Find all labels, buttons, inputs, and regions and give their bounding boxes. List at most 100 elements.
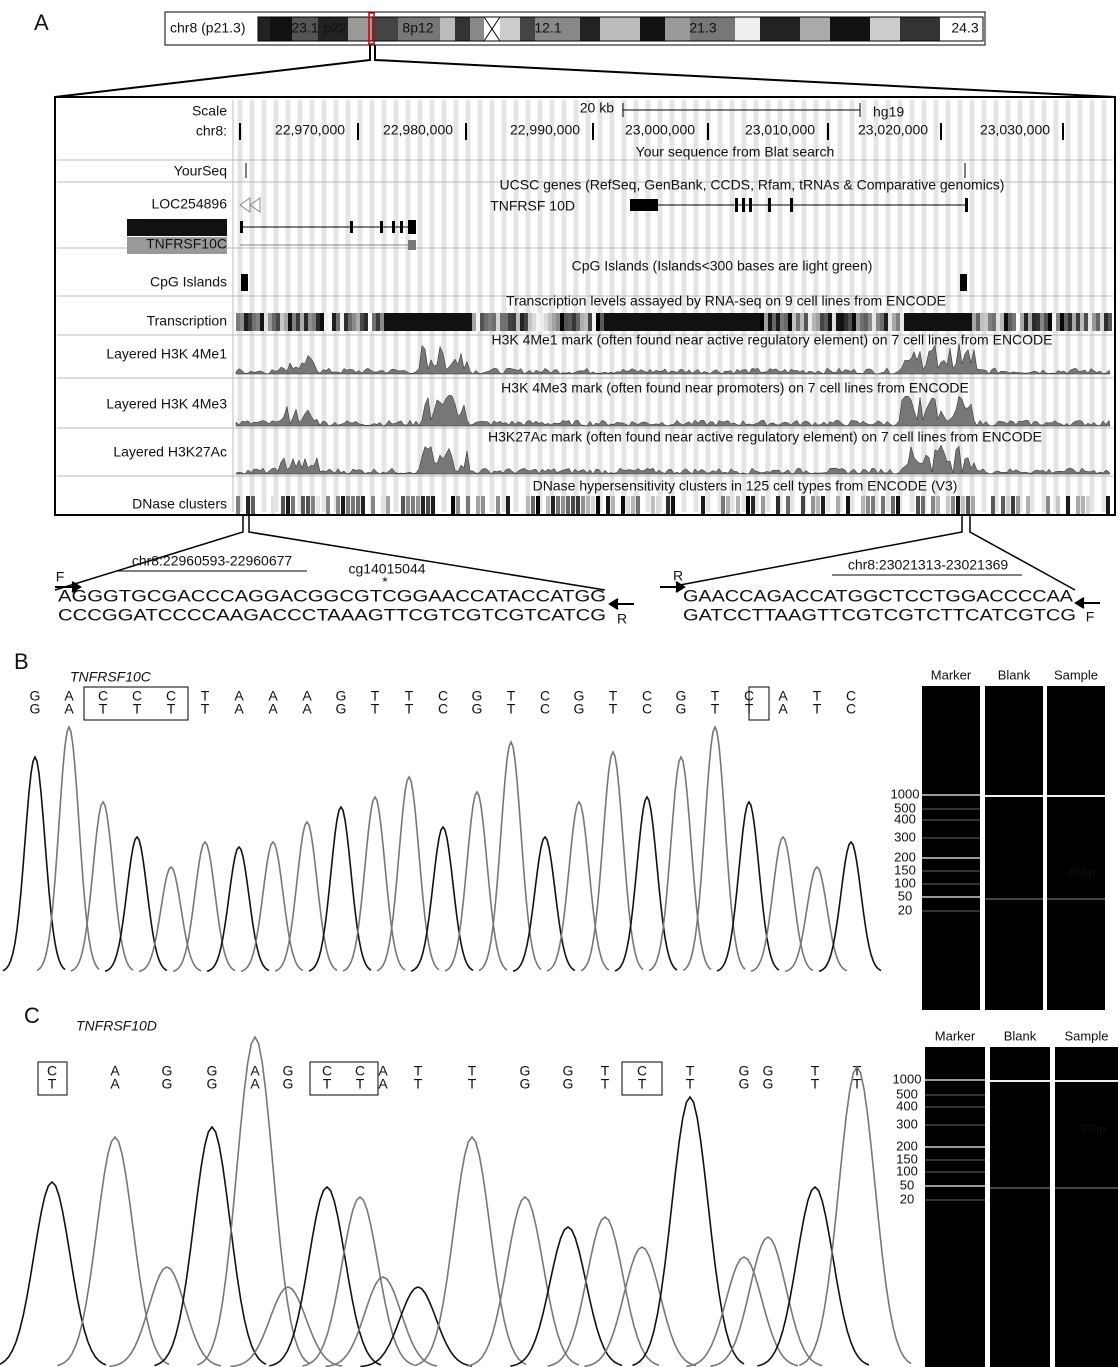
transcription-bar <box>276 313 280 331</box>
transcription-bar <box>344 313 348 331</box>
dnase-bar <box>936 496 940 514</box>
base-call: T <box>356 1076 365 1092</box>
base-call: T <box>853 1076 862 1092</box>
transcription-bar <box>444 313 448 331</box>
transcription-bar <box>640 313 644 331</box>
transcription-bar <box>272 313 276 331</box>
transcription-bar <box>352 313 356 331</box>
transcription-bar <box>712 313 716 331</box>
base-call: T <box>99 701 108 717</box>
dnase-bar <box>526 496 530 514</box>
transcription-bar <box>856 313 860 331</box>
coordinate: 22,980,000 <box>383 122 453 138</box>
transcription-bar <box>748 313 752 331</box>
lane-label: Marker <box>931 667 972 682</box>
dnase-bar <box>866 496 870 514</box>
lane-label: Blank <box>998 667 1031 682</box>
transcription-bar <box>740 313 744 331</box>
base-call: G <box>574 701 585 717</box>
dnase-bar <box>746 496 750 514</box>
base-call: G <box>283 1076 294 1092</box>
ladder-label: 300 <box>896 1116 918 1131</box>
ideogram-band <box>270 17 292 41</box>
transcription-bar <box>972 313 976 331</box>
exon <box>400 221 403 233</box>
transcription-bar <box>476 313 480 331</box>
base-call: T <box>468 1076 477 1092</box>
base-call: T <box>711 701 720 717</box>
transcription-bar <box>424 313 428 331</box>
transcription-bar <box>568 313 572 331</box>
dnase-bar <box>571 496 575 514</box>
track-label: Layered H3K27Ac <box>113 444 227 460</box>
transcription-bar <box>408 313 412 331</box>
dnase-bar <box>246 496 250 514</box>
track-label: Transcription <box>147 313 227 329</box>
transcription-bar <box>1016 313 1020 331</box>
dnase-bar <box>356 496 360 514</box>
dnase-bar <box>931 496 935 514</box>
dnase-bar <box>361 496 365 514</box>
transcription-bar <box>560 313 564 331</box>
track-caption: Your sequence from Blat search <box>636 144 835 160</box>
dnase-bar <box>991 496 995 514</box>
transcription-bar <box>524 313 528 331</box>
transcription-bar <box>484 313 488 331</box>
transcription-bar <box>828 313 832 331</box>
transcription-bar <box>668 313 672 331</box>
transcription-bar <box>936 313 940 331</box>
transcription-bar <box>852 313 856 331</box>
transcription-bar <box>592 313 596 331</box>
transcription-bar <box>880 313 884 331</box>
transcription-bar <box>888 313 892 331</box>
transcription-bar <box>604 313 608 331</box>
transcription-bar <box>916 313 920 331</box>
dnase-bar <box>411 496 415 514</box>
transcription-bar <box>404 313 408 331</box>
transcription-bar <box>292 313 296 331</box>
base-call: G <box>520 1076 531 1092</box>
transcription-bar <box>1004 313 1008 331</box>
transcription-bar <box>676 313 680 331</box>
dnase-bar <box>961 496 965 514</box>
dnase-bar <box>406 496 410 514</box>
base-call: T <box>48 1076 57 1092</box>
gene-name: TNFRSF10D <box>76 1018 157 1034</box>
base-call: T <box>323 1076 332 1092</box>
transcription-bar <box>1028 313 1032 331</box>
panel-label: C <box>24 1003 40 1028</box>
lane-label: Sample <box>1054 667 1098 682</box>
base-call: T <box>371 701 380 717</box>
dnase-bar <box>611 496 615 514</box>
primer-label: F <box>56 569 65 585</box>
transcription-bar <box>976 313 980 331</box>
base-call: A <box>234 701 244 717</box>
transcription-bar <box>300 313 304 331</box>
ideogram-band-label: 24.3 <box>951 20 978 36</box>
dnase-bar <box>701 496 705 514</box>
dnase-bar <box>311 496 315 514</box>
transcription-bar <box>868 313 872 331</box>
base-call: G <box>162 1076 173 1092</box>
transcription-bar <box>632 313 636 331</box>
base-call: A <box>250 1076 260 1092</box>
transcription-bar <box>764 313 768 331</box>
dnase-bar <box>566 496 570 514</box>
transcription-bar <box>704 313 708 331</box>
transcription-bar <box>756 313 760 331</box>
exon <box>350 221 353 233</box>
transcription-bar <box>716 313 720 331</box>
transcription-bar <box>448 313 452 331</box>
dnase-bar <box>626 496 630 514</box>
transcription-bar <box>692 313 696 331</box>
ideogram-chromosome: chr8 (p21.3) <box>170 20 245 36</box>
transcription-bar <box>744 313 748 331</box>
transcription-bar <box>372 313 376 331</box>
transcription-bar <box>988 313 992 331</box>
transcription-bar <box>504 313 508 331</box>
transcription-bar <box>928 313 932 331</box>
dnase-bar <box>1086 496 1090 514</box>
dnase-bar <box>561 496 565 514</box>
ideogram-band <box>372 17 398 41</box>
base-call: T <box>601 1076 610 1092</box>
